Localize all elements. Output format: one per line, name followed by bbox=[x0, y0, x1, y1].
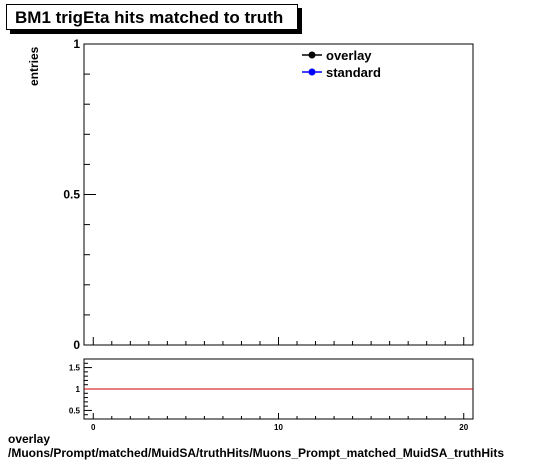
legend-marker-standard bbox=[308, 68, 316, 76]
y-tick-label: 1 bbox=[73, 37, 80, 51]
ratio-x-tick-label: 0 bbox=[91, 423, 96, 432]
ratio-y-tick-label: 1.5 bbox=[69, 364, 81, 373]
ratio-y-tick-label: 0.5 bbox=[69, 406, 81, 415]
ratio-y-axis: 0.5 1 1.5 bbox=[69, 362, 92, 415]
legend-label-standard: standard bbox=[326, 65, 381, 80]
ratio-x-axis: 0 10 20 bbox=[91, 413, 469, 432]
legend-label-overlay: overlay bbox=[326, 48, 372, 63]
ratio-y-tick-label: 1 bbox=[76, 385, 81, 394]
footer-label: overlay bbox=[8, 432, 51, 446]
title-box: BM1 trigEta hits matched to truth bbox=[6, 4, 298, 30]
legend: overlay standard bbox=[302, 48, 381, 80]
y-tick-label: 0.5 bbox=[63, 188, 80, 202]
ratio-plot: 0.5 1 1.5 0 10 20 bbox=[69, 358, 474, 432]
y-tick-label: 0 bbox=[73, 338, 80, 352]
footer-path: /Muons/Prompt/matched/MuidSA/truthHits/M… bbox=[8, 446, 505, 460]
y-axis-label: entries bbox=[27, 46, 41, 86]
main-plot-frame bbox=[83, 43, 474, 346]
chart-title: BM1 trigEta hits matched to truth bbox=[15, 8, 284, 27]
ratio-x-tick-label: 20 bbox=[459, 423, 468, 432]
legend-marker-overlay bbox=[308, 51, 316, 59]
ratio-x-tick-label: 10 bbox=[274, 423, 283, 432]
main-y-axis: 00.51 bbox=[63, 37, 96, 352]
main-x-axis bbox=[92, 337, 465, 345]
